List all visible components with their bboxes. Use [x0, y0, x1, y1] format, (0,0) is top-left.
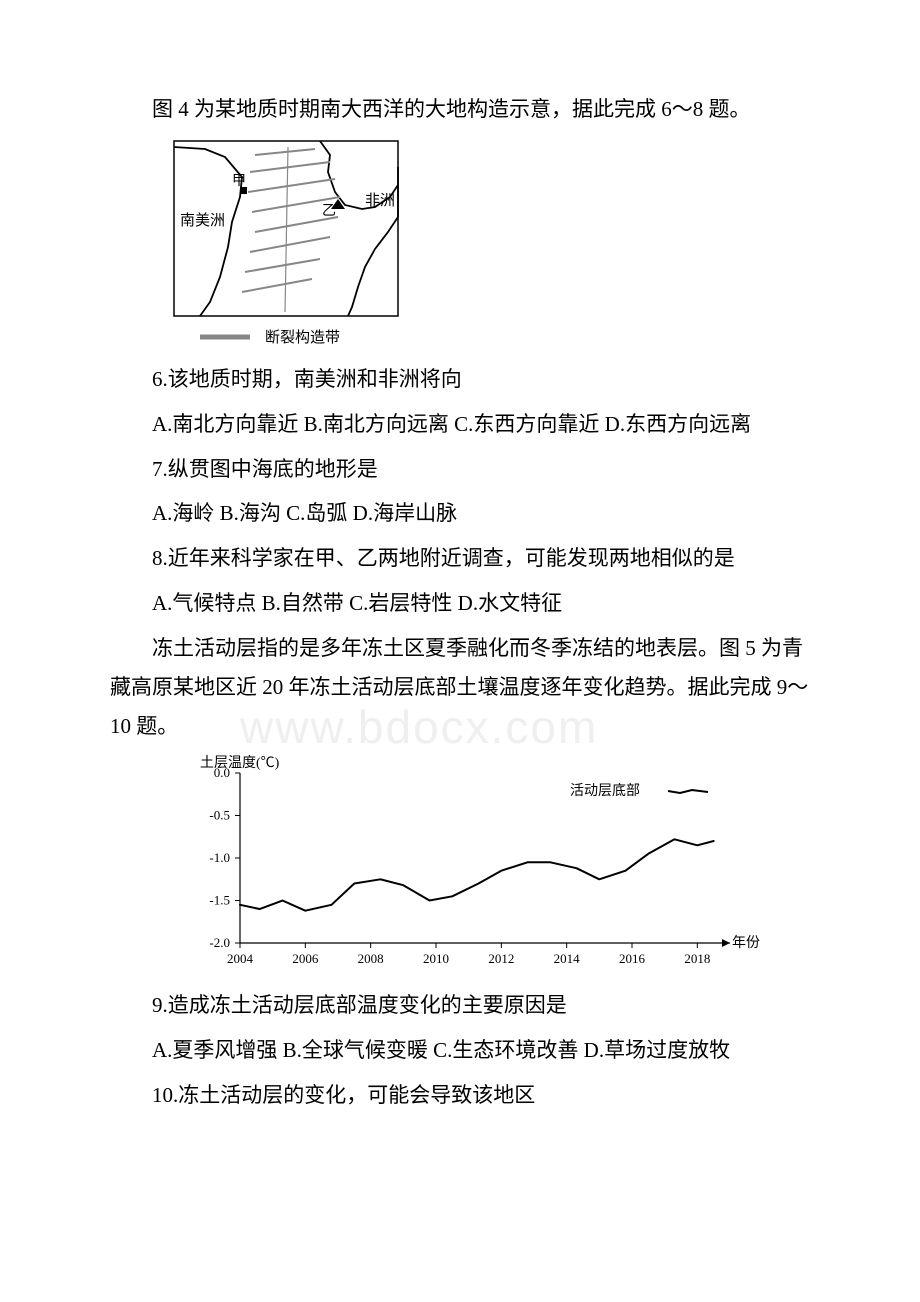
q7-stem: 7.纵贯图中海底的地形是: [110, 450, 810, 489]
svg-text:2008: 2008: [358, 951, 384, 966]
label-south-america: 南美洲: [180, 212, 225, 229]
label-yi: 乙: [322, 203, 336, 219]
q8-stem: 8.近年来科学家在甲、乙两地附近调查，可能发现两地相似的是: [110, 539, 810, 578]
svg-text:活动层底部: 活动层底部: [570, 783, 640, 799]
intro-figure-5: 冻土活动层指的是多年冻土区夏季融化而冬季冻结的地表层。图 5 为青藏高原某地区近…: [110, 629, 810, 746]
svg-text:2010: 2010: [423, 951, 449, 966]
q9-options: A.夏季风增强 B.全球气候变暖 C.生态环境改善 D.草场过度放牧: [110, 1031, 810, 1070]
svg-text:2018: 2018: [684, 951, 710, 966]
q7-options: A.海岭 B.海沟 C.岛弧 D.海岸山脉: [110, 494, 810, 533]
q6-stem: 6.该地质时期，南美洲和非洲将向: [110, 360, 810, 399]
label-africa: 非洲: [365, 192, 395, 209]
svg-text:土层温度(℃): 土层温度(℃): [200, 755, 280, 771]
legend-fracture-zone: 断裂构造带: [265, 329, 340, 346]
label-jia: 甲: [232, 174, 246, 189]
figure-4-map: 甲 乙 南美洲 非洲 断裂构造带: [170, 137, 810, 352]
svg-text:-1.0: -1.0: [209, 850, 230, 865]
intro-figure-4: 图 4 为某地质时期南大西洋的大地构造示意，据此完成 6～8 题。: [110, 90, 810, 129]
svg-text:2006: 2006: [292, 951, 319, 966]
svg-text:2004: 2004: [227, 951, 254, 966]
svg-text:2012: 2012: [488, 951, 514, 966]
q9-stem: 9.造成冻土活动层底部温度变化的主要原因是: [110, 986, 810, 1025]
svg-text:-0.5: -0.5: [209, 808, 230, 823]
q10-stem: 10.冻土活动层的变化，可能会导致该地区: [110, 1076, 810, 1115]
svg-text:0.0: 0.0: [214, 765, 230, 780]
q6-options: A.南北方向靠近 B.南北方向远离 C.东西方向靠近 D.东西方向远离: [110, 405, 810, 444]
svg-text:2016: 2016: [619, 951, 646, 966]
svg-text:-1.5: -1.5: [209, 893, 230, 908]
q8-options: A.气候特点 B.自然带 C.岩层特性 D.水文特征: [110, 584, 810, 623]
svg-text:-2.0: -2.0: [209, 935, 230, 950]
svg-text:2014: 2014: [554, 951, 581, 966]
svg-text:年份: 年份: [732, 935, 760, 951]
figure-5-chart: 土层温度(℃)0.0 -0.5 -1.0 -1.5 -2.02004 2006 2008 20…: [170, 753, 810, 978]
